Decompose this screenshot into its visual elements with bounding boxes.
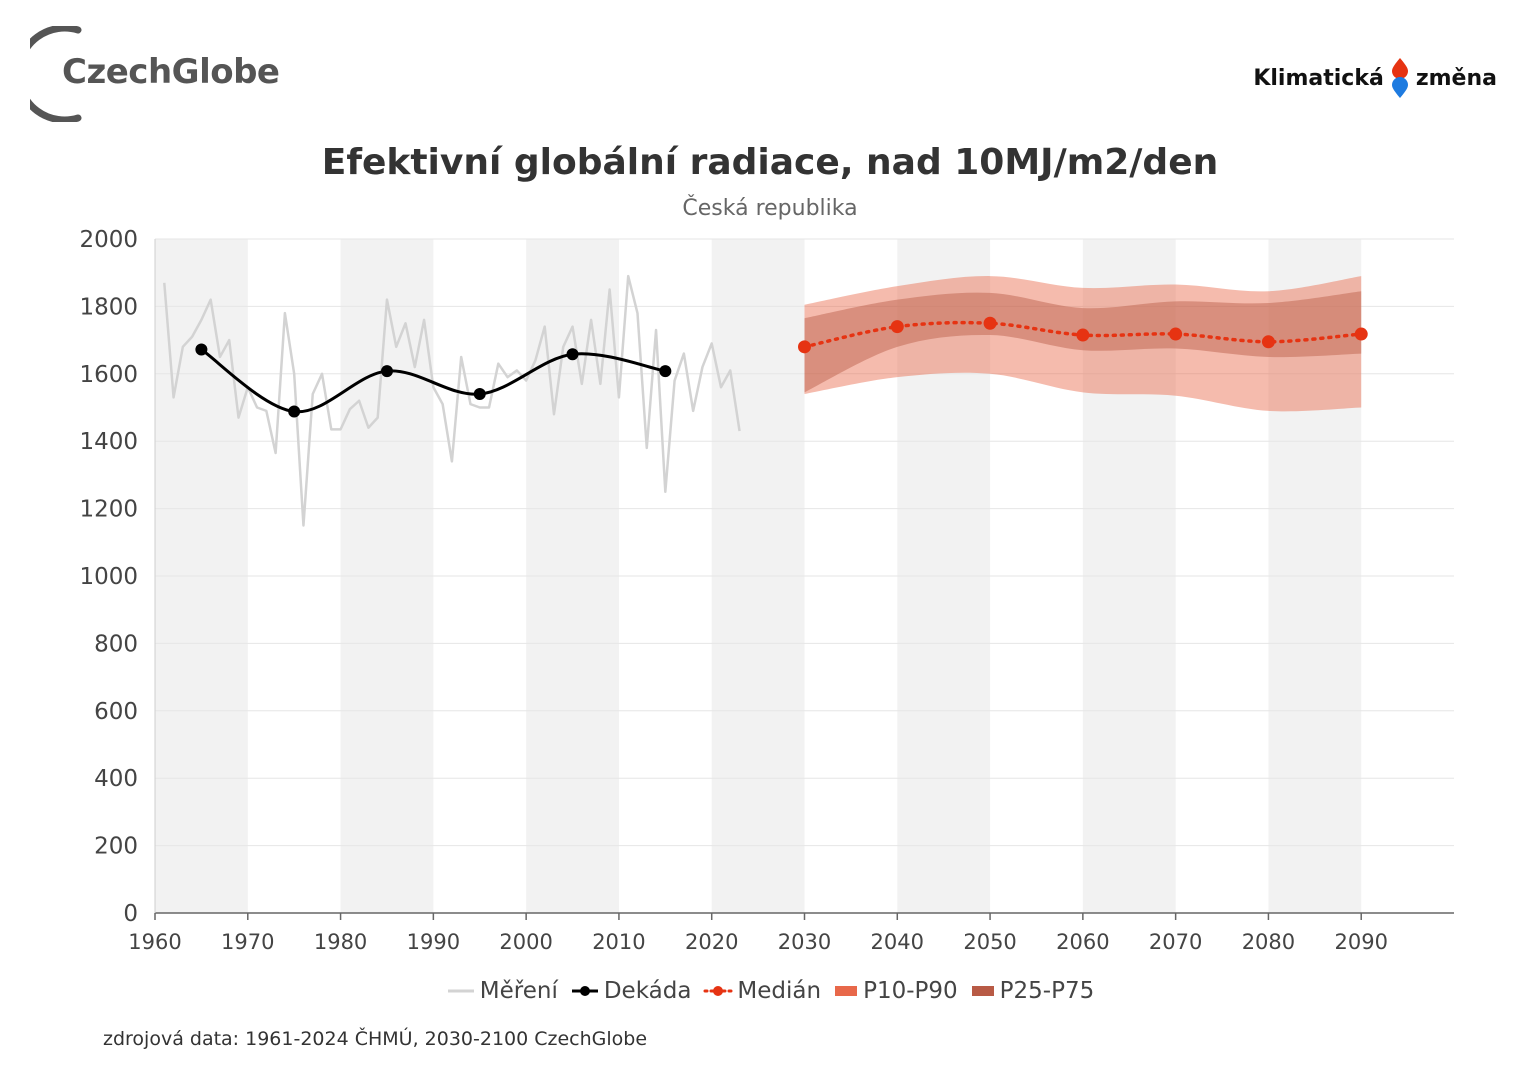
median-point [798,340,811,354]
dekada-point [195,343,208,356]
logo-word-zmena: změna [1415,65,1497,91]
y-tick-label: 2000 [79,227,138,253]
median-point [1354,327,1368,341]
x-tick-label: 2010 [592,930,645,954]
dekada-point [566,348,579,361]
median-point [890,320,904,334]
y-tick-label: 400 [94,766,138,792]
y-tick-label: 1000 [79,564,138,590]
legend-item-p10-p90: P10-P90 [833,978,958,1004]
legend-swatch-p25-p75 [971,986,994,996]
x-tick-label: 2090 [1334,930,1387,954]
y-tick-label: 1800 [79,294,138,320]
median-point [1076,328,1090,342]
y-tick-label: 1400 [79,429,138,455]
legend-label-p10-p90: P10-P90 [863,978,958,1004]
y-tick-label: 200 [94,834,138,860]
x-tick-label: 2020 [685,930,738,954]
y-tick-label: 0 [123,901,138,927]
legend-item-median: Medián [703,978,821,1004]
legend-label-mereni: Měření [479,978,558,1004]
x-tick-label: 2060 [1056,930,1109,954]
legend-swatch-dekada [571,986,598,996]
dekada-point [659,365,672,378]
klimaticka-zmena-logo: Klimatická změna [1253,56,1497,100]
czechglobe-logo [30,26,82,122]
y-tick-label: 800 [94,631,138,657]
y-tick-label: 600 [94,699,138,725]
legend-item-p25-p75: P25-P75 [970,978,1095,1004]
x-tick-label: 2070 [1149,930,1202,954]
legend-swatch-median [703,986,733,996]
drop-flame-icon [1391,58,1408,98]
y-tick-label: 1600 [79,362,138,388]
x-tick-label: 1970 [221,930,274,954]
x-tick-label: 2000 [499,930,552,954]
dekada-point [473,388,486,401]
chart-subtitle: Česká republika [682,196,858,221]
legend-swatch-p10-p90 [835,986,858,996]
czechglobe-logo-text: CzechGlobe [62,52,280,92]
x-tick-label: 1980 [314,930,367,954]
logo-word-klimaticka: Klimatická [1253,65,1384,91]
legend-label-p25-p75: P25-P75 [999,978,1095,1004]
median-point [1169,327,1183,341]
x-tick-label: 1960 [128,930,181,954]
median-point [1261,335,1275,349]
x-tick-label: 2080 [1242,930,1295,954]
band-p10-p90 [804,276,1362,412]
legend-item-dekada: Dekáda [570,978,692,1004]
legend-item-mereni: Měření [446,978,558,1004]
x-tick-label: 2050 [963,930,1016,954]
legend-label-dekada: Dekáda [603,978,692,1004]
legend-swatch-mereni [447,989,474,993]
series-mereni-line [163,274,741,527]
legend: Měření Dekáda Medián P10-P90 P25-P75 [0,978,1527,1004]
dekada-point [288,405,301,418]
dekada-point [380,365,393,378]
x-tick-label: 1990 [407,930,460,954]
band-p25-p75 [804,291,1362,393]
legend-label-median: Medián [737,978,822,1004]
x-tick-label: 2040 [871,930,924,954]
y-tick-label: 1200 [79,497,138,523]
chart-title: Efektivní globální radiace, nad 10MJ/m2/… [321,142,1219,183]
source-note: zdrojová data: 1961-2024 ČHMÚ, 2030-2100… [103,1028,648,1050]
median-point [983,316,997,330]
x-tick-label: 2030 [778,930,831,954]
